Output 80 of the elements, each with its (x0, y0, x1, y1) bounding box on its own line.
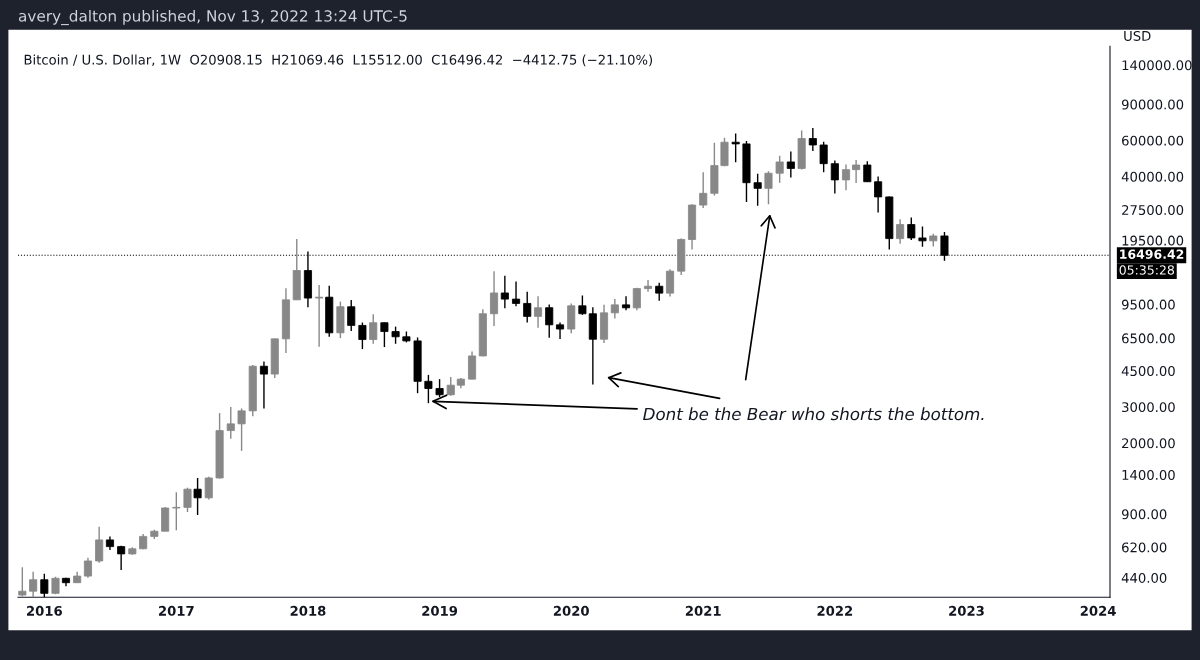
y-tick-label: 3000.00 (1122, 402, 1175, 413)
candlestick (610, 298, 619, 320)
y-tick-label: 6500.00 (1122, 333, 1175, 344)
candlestick (819, 141, 828, 173)
candlestick (622, 295, 631, 311)
candlestick (523, 291, 532, 324)
candlestick (666, 268, 675, 298)
candlestick (468, 350, 477, 381)
candlestick (193, 477, 202, 516)
candlestick (29, 571, 38, 598)
candlestick (172, 491, 181, 531)
candlestick (183, 487, 192, 513)
y-tick-label: 60000.00 (1122, 135, 1184, 146)
x-tick-label: 2019 (422, 605, 458, 616)
candlestick (259, 360, 268, 410)
candlestick (534, 295, 543, 329)
candlestick (117, 545, 126, 571)
candlestick (490, 270, 499, 327)
text: Bitcoin / U.S. Dollar, 1W O20908.15 H21069.46 L15512.00 C16496.42 −4412.75 (−21.10%) (24, 54, 653, 67)
x-tick-label: 2020 (553, 605, 589, 616)
x-tick-label: 2018 (290, 605, 326, 616)
y-tick-label: 440.00 (1121, 572, 1167, 583)
candlestick (841, 163, 851, 191)
candlestick (369, 313, 378, 345)
y-tick-label: 40000.00 (1121, 171, 1184, 182)
x-tick-label: 2023 (949, 605, 984, 616)
candlestick (775, 155, 784, 184)
candlestick (237, 407, 246, 452)
x-tick-label: 2024 (1080, 605, 1116, 616)
y-tick-label: 9500.00 (1121, 299, 1175, 310)
candlestick (830, 159, 839, 195)
y-tick-label: 19500.00 (1122, 235, 1184, 246)
y-tick-label: 620.00 (1122, 542, 1167, 553)
y-tick-label: 900.00 (1121, 509, 1167, 520)
candlestick (918, 225, 927, 248)
candlestick (863, 160, 872, 183)
candlestick (753, 172, 762, 207)
candlestick (545, 303, 554, 339)
candlestick (808, 127, 817, 152)
x-tick-label: 2017 (159, 605, 194, 616)
x-tick-label: 2016 (27, 605, 62, 616)
candlestick (446, 376, 455, 397)
y-tick-label: 1400.00 (1122, 469, 1175, 480)
candlestick (874, 175, 883, 214)
candlestick (226, 406, 235, 440)
candlestick (578, 294, 587, 316)
candlestick (347, 299, 356, 332)
annotation: Dont be the Bear who shorts the bottom. (643, 407, 984, 421)
y-tick-label: 90000.00 (1121, 99, 1184, 110)
candlestick (18, 566, 27, 598)
candlestick (764, 170, 773, 205)
candlestick (380, 321, 389, 348)
candlestick (644, 279, 653, 293)
text: 05:35:28 (1119, 265, 1175, 275)
x-tick-label: 2022 (817, 605, 853, 616)
candlestick (358, 321, 367, 350)
candlestick (731, 132, 740, 163)
candlestick (896, 218, 905, 245)
candlestick (556, 321, 565, 340)
ref-line-label: 16496.42 (1120, 249, 1184, 259)
x-tick-label: 2021 (685, 605, 721, 616)
y-tick-label: 27500.00 (1122, 205, 1184, 216)
candlestick (161, 506, 170, 532)
candlestick (83, 557, 92, 579)
chart-title: avery_dalton published, Nov 13, 2022 13:24 UTC-5 (18, 9, 407, 26)
candlestick (907, 216, 916, 241)
y-axis-title: USD (1124, 30, 1151, 41)
candlestick (500, 275, 509, 309)
y-tick-label: 140000.00 (1122, 60, 1192, 71)
candlestick (40, 573, 49, 598)
y-tick-label: 2000.00 (1122, 438, 1175, 449)
y-tick-label: 4500.00 (1121, 366, 1175, 377)
candlestick (424, 374, 433, 404)
candlestick (95, 526, 104, 564)
candlestick (512, 280, 521, 307)
candlestick (786, 150, 795, 179)
candlestick (852, 159, 861, 184)
candlestick (699, 171, 708, 209)
candlestick (567, 302, 576, 335)
candlestick (315, 284, 324, 348)
